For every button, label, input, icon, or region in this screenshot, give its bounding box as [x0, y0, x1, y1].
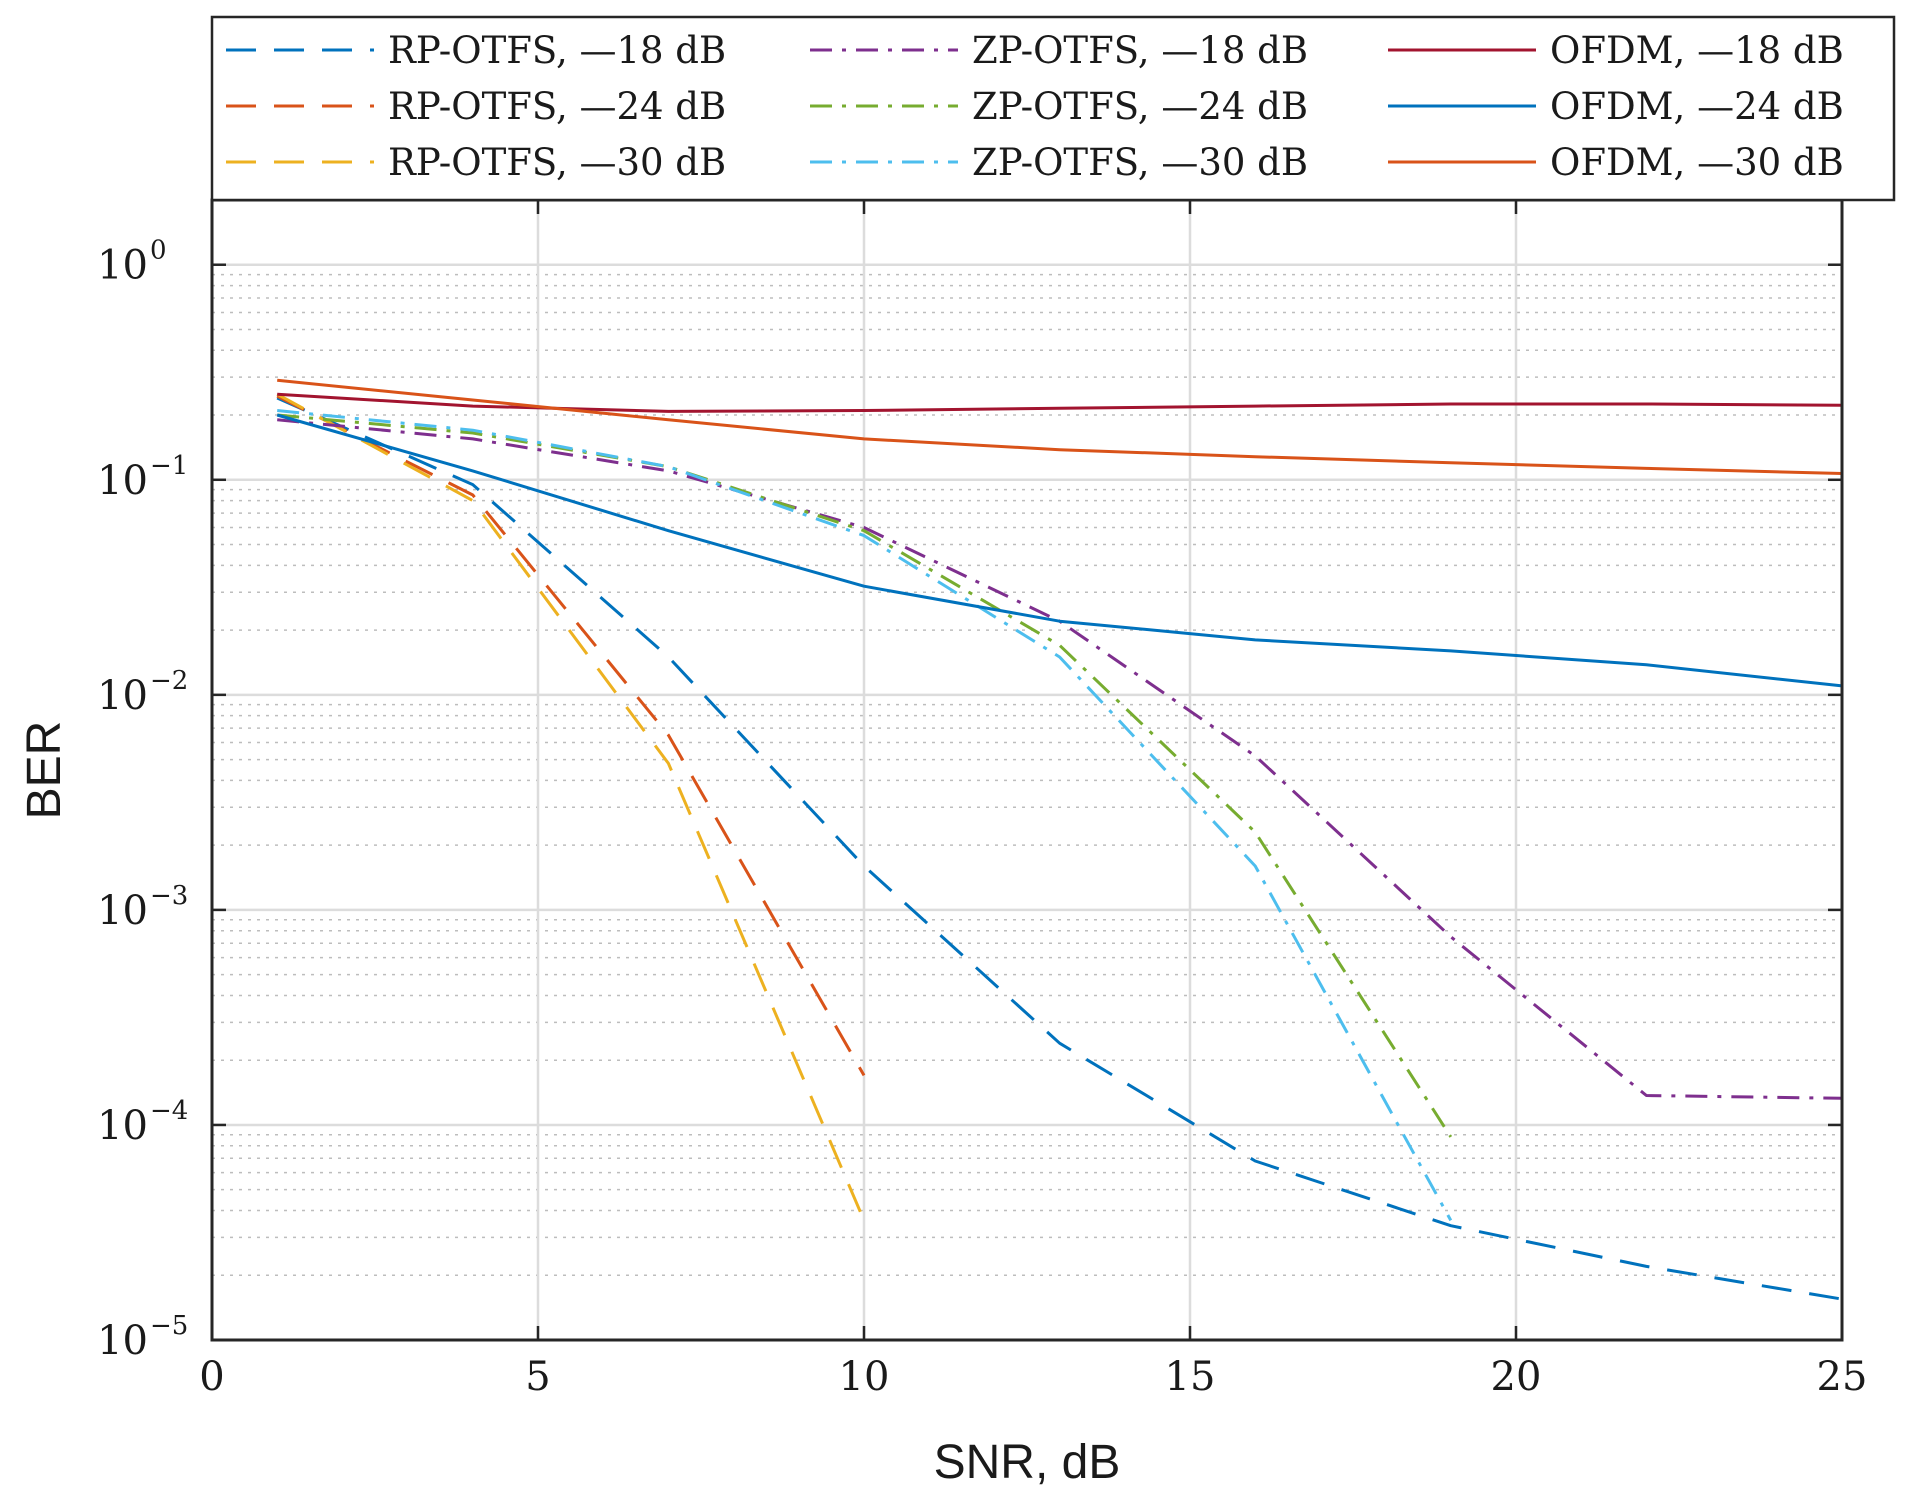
legend-label: RP-OTFS, —18 dB — [388, 29, 726, 72]
y-tick-base: 10 — [97, 1103, 148, 1149]
legend-label: OFDM, —30 dB — [1550, 141, 1844, 184]
x-tick-label: 25 — [1817, 1354, 1868, 1400]
y-tick-label: 10 0 — [97, 236, 166, 289]
y-tick-exponent: −3 — [150, 881, 188, 911]
y-tick-exponent: −1 — [150, 451, 188, 481]
x-tick-label: 15 — [1165, 1354, 1216, 1400]
series-line — [276, 413, 1843, 688]
x-tick-label: 0 — [199, 1354, 224, 1400]
legend-label: RP-OTFS, —30 dB — [388, 141, 726, 184]
legend-label: ZP-OTFS, —30 dB — [972, 141, 1308, 184]
y-tick-label: 10 −1 — [97, 451, 188, 504]
legend-label: OFDM, —18 dB — [1550, 29, 1844, 72]
y-tick-exponent: −4 — [150, 1096, 188, 1126]
y-tick-base: 10 — [97, 458, 148, 504]
y-tick-base: 10 — [97, 243, 148, 289]
y-tick-base: 10 — [97, 888, 148, 934]
y-tick-label: 10 −4 — [97, 1096, 188, 1149]
legend-label: ZP-OTFS, —18 dB — [972, 29, 1308, 72]
series-line — [277, 413, 1453, 1138]
x-tick-label: 20 — [1491, 1354, 1542, 1400]
legend-box — [210, 15, 1896, 202]
y-tick-label: 10 −5 — [97, 1311, 188, 1364]
y-tick-exponent: 0 — [150, 236, 167, 266]
series-line — [276, 394, 866, 1077]
series-lines — [276, 378, 1843, 1301]
series-line — [277, 409, 1453, 1222]
y-tick-label: 10 −2 — [97, 666, 188, 719]
y-axis-label: BER — [18, 721, 71, 820]
x-tick-labels: 0 5 10 15 20 25 — [199, 1354, 1867, 1400]
x-tick-label: 5 — [525, 1354, 550, 1400]
y-tick-base: 10 — [97, 673, 148, 719]
y-tick-base: 10 — [97, 1318, 148, 1364]
y-tick-exponent: −5 — [150, 1311, 188, 1341]
legend-label: OFDM, —24 dB — [1550, 85, 1844, 128]
legend-label: RP-OTFS, —24 dB — [388, 85, 726, 128]
y-tick-exponent: −2 — [150, 666, 188, 696]
legend-label: ZP-OTFS, —24 dB — [972, 85, 1308, 128]
legend: RP-OTFS, —18 dB RP-OTFS, —24 dB RP-OTFS, —… — [210, 15, 1896, 202]
x-axis-label: SNR, dB — [934, 1436, 1121, 1489]
axis-ticks — [210, 200, 1844, 1342]
y-tick-label: 10 −3 — [97, 881, 188, 934]
series-line — [276, 396, 1843, 1301]
series-line — [276, 392, 866, 1221]
series-line — [277, 378, 1843, 475]
x-tick-label: 10 — [839, 1354, 890, 1400]
